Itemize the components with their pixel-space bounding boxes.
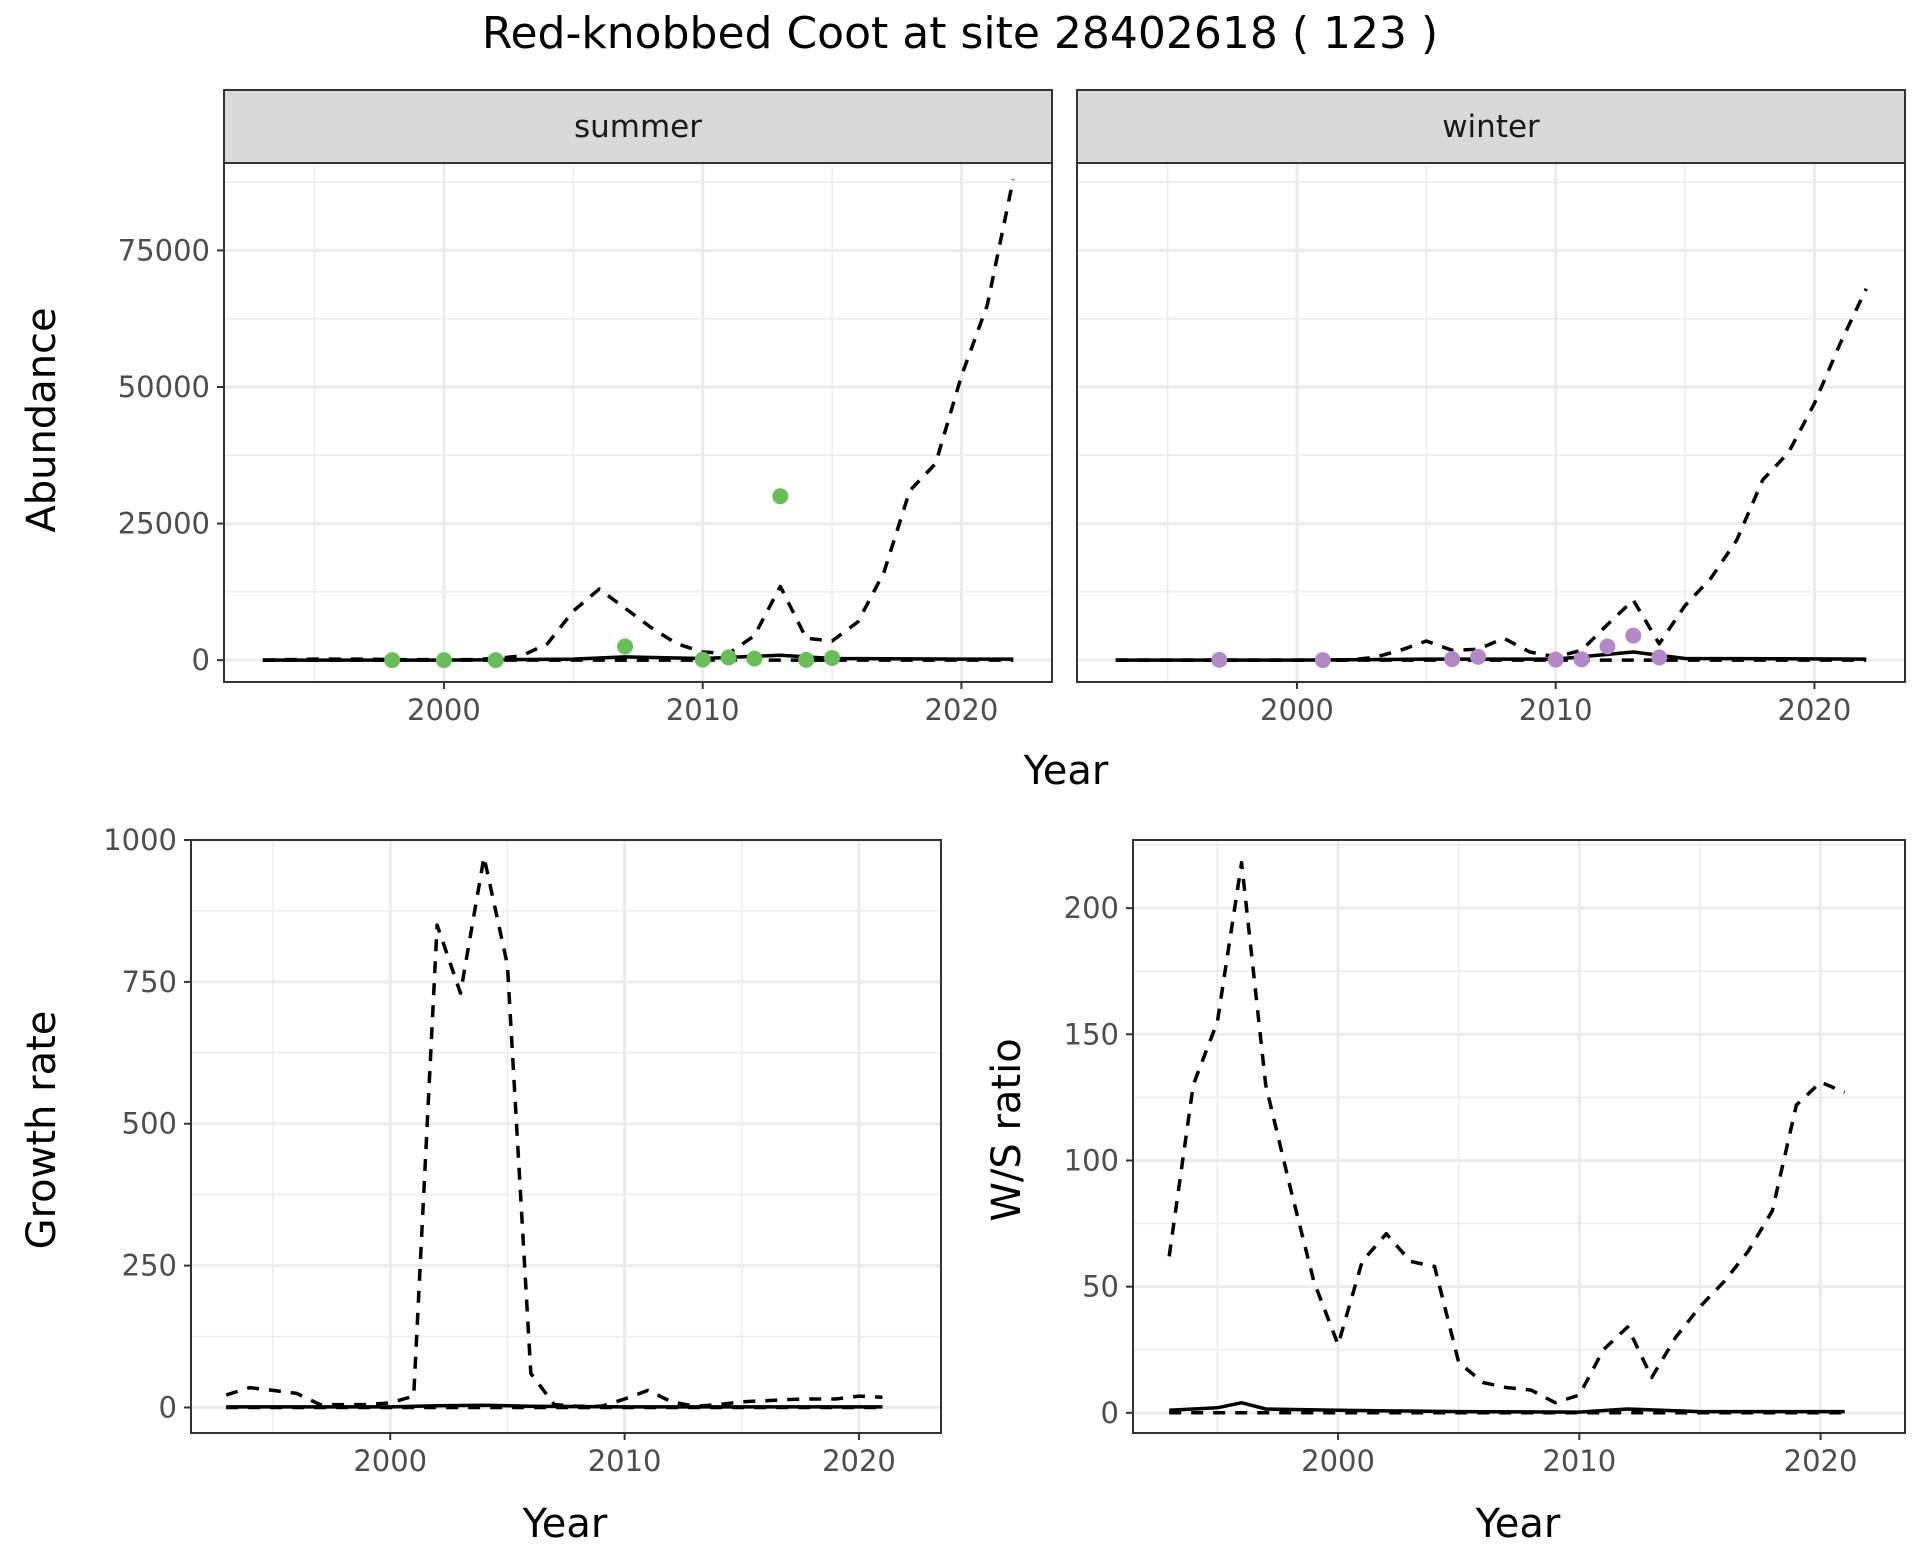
observation-point	[694, 651, 711, 668]
y-tick-label: 500	[122, 1107, 177, 1141]
observation-point	[1573, 651, 1590, 668]
y-tick-label: 1000	[103, 823, 177, 857]
panel-border	[190, 839, 942, 1434]
panel-border	[1132, 839, 1906, 1434]
facet-strip	[1076, 89, 1906, 164]
observation-point	[435, 652, 452, 669]
chart-title: Red-knobbed Coot at site 28402618 ( 123 …	[482, 8, 1438, 59]
facet-strip-label: summer	[574, 109, 702, 145]
observation-point	[720, 649, 737, 666]
observation-point	[1444, 651, 1461, 668]
growth-x-axis-label: Year	[522, 1501, 608, 1547]
observation-point	[1547, 651, 1564, 668]
y-tick-label: 750	[122, 965, 177, 999]
x-tick-label: 2010	[666, 693, 740, 727]
ratio-x-axis-label: Year	[1475, 1501, 1561, 1547]
x-tick-label: 2020	[1778, 693, 1852, 727]
y-tick-label: 200	[1064, 891, 1119, 925]
x-tick-label: 2010	[1542, 1444, 1616, 1478]
panel-ws-ratio: 2000 2010 2020 0 50 100 150 200	[1064, 839, 1906, 1478]
panel-summer: 2000 2010 2020 0 25000 50000 75000 summer	[118, 89, 1053, 727]
abundance-x-axis-label: Year	[1023, 748, 1109, 794]
y-tick-label: 100	[1064, 1143, 1119, 1177]
y-tick-label: 50	[1082, 1270, 1119, 1304]
fitted-trend-line	[1169, 1400, 1845, 1414]
y-tick-label: 75000	[118, 233, 210, 267]
y-tick-label: 150	[1064, 1017, 1119, 1051]
observation-point	[1651, 649, 1668, 666]
y-tick-label: 250	[122, 1249, 177, 1283]
observation-point	[487, 652, 504, 669]
observation-point	[772, 488, 789, 505]
observation-point	[617, 638, 634, 655]
upper-bound-dashed-line	[225, 855, 883, 1409]
observation-point	[824, 649, 841, 666]
x-tick-label: 2000	[1260, 693, 1334, 727]
upper-bound-dashed-line	[1115, 287, 1868, 662]
observation-point	[1314, 652, 1331, 669]
ratio-y-axis-label: W/S ratio	[984, 1038, 1030, 1221]
observation-point	[1599, 638, 1616, 655]
x-tick-label: 2020	[1784, 1444, 1858, 1478]
y-tick-label: 50000	[118, 370, 210, 404]
x-tick-label: 2000	[407, 693, 481, 727]
plot-background	[1077, 163, 1905, 682]
observation-point	[1211, 651, 1228, 668]
y-tick-label: 0	[1101, 1396, 1119, 1430]
abundance-y-axis-label: Abundance	[19, 307, 65, 532]
x-tick-label: 2010	[1519, 693, 1593, 727]
observation-point	[798, 651, 815, 668]
x-tick-label: 2000	[353, 1444, 427, 1478]
panel-winter: 2000 2010 2020 winter	[1076, 89, 1906, 727]
y-tick-label: 0	[192, 643, 210, 677]
y-tick-label: 0	[159, 1390, 177, 1424]
fitted-trend-line	[226, 1403, 883, 1409]
x-tick-label: 2010	[588, 1444, 662, 1478]
plot-background	[191, 840, 941, 1433]
panel-growth-rate: 2000 2010 2020 0 250 500 750 1000	[103, 823, 942, 1478]
growth-y-axis-label: Growth rate	[19, 1011, 65, 1250]
y-tick-label: 25000	[118, 507, 210, 541]
x-tick-label: 2020	[925, 693, 999, 727]
x-tick-label: 2020	[822, 1444, 896, 1478]
facet-strip-label: winter	[1442, 109, 1540, 145]
plot-background	[224, 163, 1052, 682]
observation-point	[1625, 627, 1642, 644]
upper-bound-dashed-line	[1167, 860, 1846, 1405]
fitted-trend-line	[262, 653, 1014, 662]
observation-point	[746, 650, 763, 667]
observation-point	[1470, 648, 1487, 665]
facet-strip	[223, 89, 1053, 164]
x-tick-label: 2000	[1301, 1444, 1375, 1478]
plot-background	[1133, 840, 1905, 1433]
observation-point	[384, 652, 401, 669]
